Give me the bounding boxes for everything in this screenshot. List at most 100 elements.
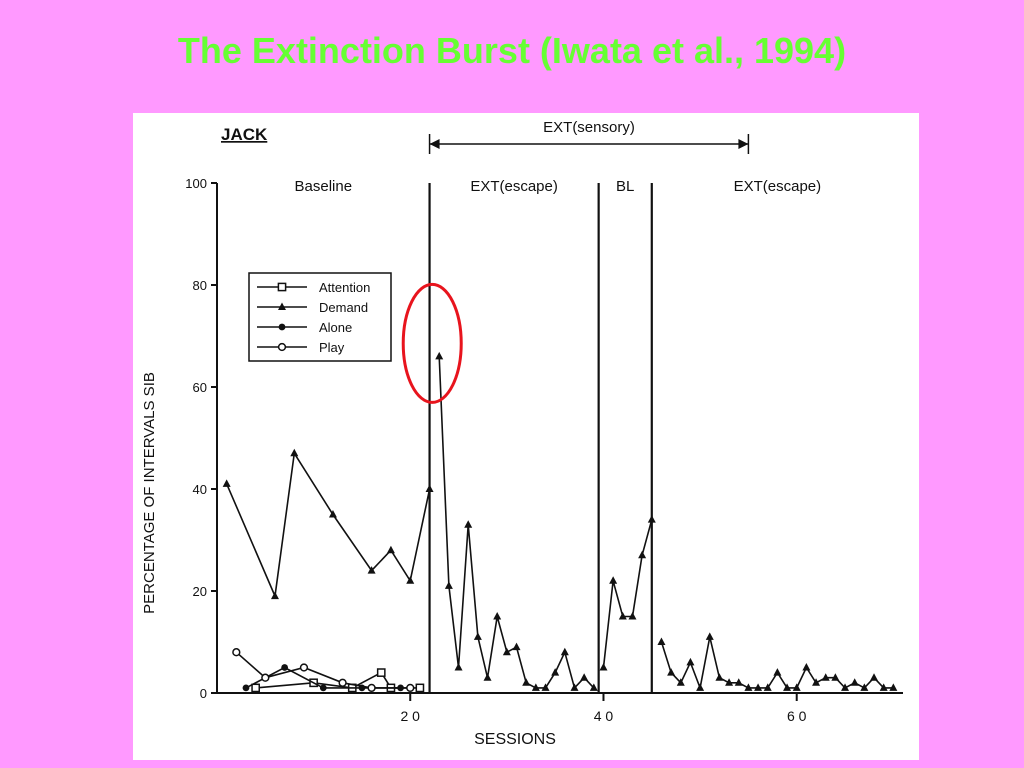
demand-data-point <box>580 673 589 681</box>
demand-series-line <box>660 636 894 691</box>
demand-data-point <box>889 683 898 691</box>
burst-highlight-ellipse <box>401 282 463 404</box>
demand-data-point <box>222 479 231 487</box>
demand-data-point <box>270 591 279 600</box>
demand-data-point <box>628 612 637 620</box>
play-data-point <box>338 678 347 687</box>
demand-data-point <box>696 683 705 691</box>
attention-data-point <box>415 683 425 693</box>
demand-data-point <box>744 683 753 691</box>
demand-data-point <box>754 683 763 691</box>
demand-data-point <box>763 683 772 691</box>
demand-data-point <box>870 673 879 681</box>
x-tick-label: 6 0 <box>787 708 807 724</box>
demand-data-point <box>831 673 840 681</box>
demand-series-line <box>438 356 595 690</box>
demand-data-point <box>290 448 299 457</box>
demand-data-point <box>522 678 531 686</box>
demand-data-point <box>406 576 415 584</box>
demand-data-point <box>435 351 444 360</box>
demand-data-point <box>879 683 888 691</box>
legend-marker <box>278 323 286 331</box>
phase-label: EXT(escape) <box>734 178 822 195</box>
demand-data-point <box>512 642 521 651</box>
demand-data-point <box>502 647 511 656</box>
figure-panel: 0 20 40 60 80 100 2 0 4 0 6 0 Baseline EXT(escape… <box>133 113 919 760</box>
legend-label: Demand <box>319 300 368 315</box>
demand-data-point <box>715 673 724 681</box>
demand-data-point <box>821 673 830 681</box>
subject-label: JACK <box>221 125 268 144</box>
legend-marker <box>277 282 287 292</box>
demand-data-point <box>328 510 337 518</box>
demand-data-point <box>425 484 434 492</box>
demand-data-point <box>386 545 395 554</box>
x-tick-label: 4 0 <box>594 708 614 724</box>
play-series-line <box>235 651 411 689</box>
demand-data-point <box>541 683 550 691</box>
demand-data-point <box>686 657 695 666</box>
demand-data-point <box>589 683 598 691</box>
demand-data-point <box>570 683 579 691</box>
phase-label: Baseline <box>295 178 353 195</box>
alone-data-point <box>319 684 327 692</box>
attention-data-point <box>251 683 260 693</box>
demand-data-point <box>599 663 608 671</box>
y-tick-label: 60 <box>193 380 207 395</box>
demand-data-point <box>705 632 714 640</box>
demand-series-line <box>602 519 653 668</box>
demand-data-point <box>551 668 560 676</box>
demand-data-point <box>792 683 801 691</box>
demand-data-point <box>560 647 569 656</box>
y-tick-label: 100 <box>185 176 207 191</box>
bracket-left-arrow <box>429 139 440 149</box>
play-data-point <box>299 663 309 672</box>
x-tick-label: 2 0 <box>401 708 421 724</box>
demand-data-point <box>367 566 376 574</box>
bracket-label: EXT(sensory) <box>543 119 635 136</box>
phase-label: EXT(escape) <box>470 178 558 195</box>
demand-data-point <box>647 515 656 523</box>
demand-data-point <box>841 683 850 691</box>
demand-data-point <box>667 668 676 676</box>
play-data-point <box>261 673 270 682</box>
demand-data-point <box>860 683 869 691</box>
legend-marker <box>278 302 286 310</box>
demand-data-point <box>638 550 647 559</box>
slide-title: The Extinction Burst (Iwata et al., 1994… <box>177 30 847 71</box>
demand-data-point <box>850 678 859 686</box>
demand-data-point <box>454 663 463 671</box>
attention-data-point <box>376 668 386 677</box>
demand-data-point <box>676 678 685 686</box>
demand-data-point <box>725 678 734 686</box>
demand-data-point <box>609 576 618 584</box>
y-axis-title: PERCENTAGE OF INTERVALS SIB <box>141 372 158 614</box>
bracket-right-arrow <box>738 139 749 149</box>
demand-data-point <box>802 663 811 671</box>
play-data-point <box>367 683 376 693</box>
legend-label: Attention <box>319 280 370 295</box>
x-axis-title: SESSIONS <box>474 731 556 748</box>
y-tick-label: 0 <box>200 686 207 701</box>
demand-data-point <box>773 668 782 676</box>
alone-data-point <box>242 684 250 692</box>
alone-data-point <box>281 664 289 671</box>
y-tick-label: 20 <box>193 584 207 599</box>
y-tick-label: 40 <box>193 482 207 497</box>
demand-series-line <box>225 451 431 600</box>
demand-data-point <box>493 612 502 620</box>
demand-data-point <box>783 683 792 691</box>
demand-data-point <box>531 683 540 691</box>
legend-label: Alone <box>319 320 352 335</box>
y-tick-label: 80 <box>193 278 207 293</box>
demand-data-point <box>473 632 482 640</box>
demand-data-point <box>618 612 627 620</box>
play-data-point <box>232 648 241 657</box>
demand-data-point <box>734 678 743 686</box>
demand-data-point <box>444 581 453 589</box>
line-chart: 0 20 40 60 80 100 2 0 4 0 6 0 Baseline EXT(escape… <box>141 119 903 748</box>
legend-label: Play <box>319 340 345 355</box>
legend-marker <box>277 342 287 352</box>
play-data-point <box>406 683 415 693</box>
phase-label: BL <box>616 178 634 195</box>
